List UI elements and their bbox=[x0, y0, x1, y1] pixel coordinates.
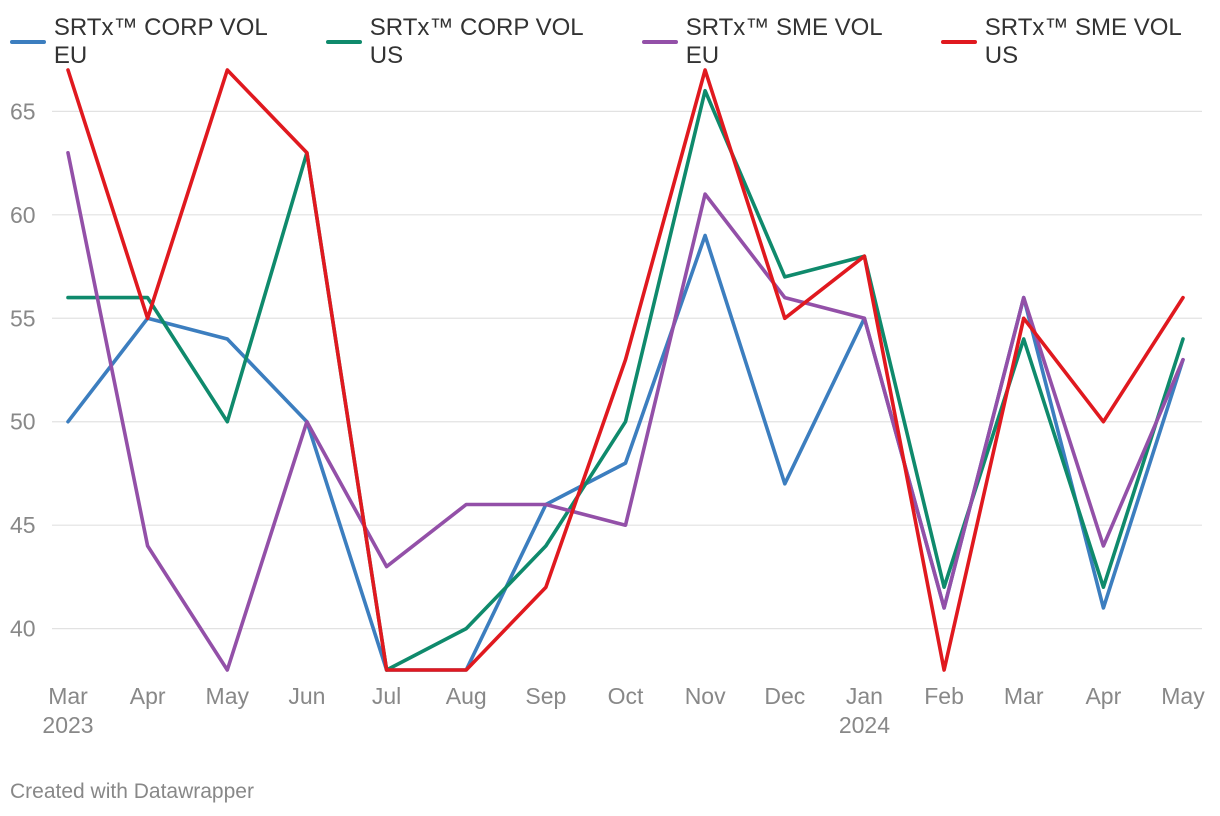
legend-label: SRTx™ CORP VOL US bbox=[369, 14, 583, 69]
legend: SRTx™ CORP VOL EU SRTx™ CORP VOL US SRTx… bbox=[10, 14, 1220, 70]
x-tick-label: Jan bbox=[846, 683, 883, 709]
legend-swatch bbox=[940, 40, 977, 44]
y-tick-label: 60 bbox=[10, 202, 36, 228]
x-tick-label: Nov bbox=[685, 683, 726, 709]
legend-item-corp-vol-eu: SRTx™ CORP VOL EU bbox=[10, 14, 306, 70]
legend-swatch bbox=[641, 40, 678, 44]
legend-label: SRTx™ SME VOL US bbox=[984, 14, 1181, 69]
series-line-1 bbox=[66, 88, 1185, 672]
legend-item-sme-vol-us: SRTx™ SME VOL US bbox=[940, 14, 1220, 70]
y-tick-label: 50 bbox=[10, 409, 36, 435]
footer-credit: Created with Datawrapper bbox=[10, 780, 254, 803]
x-tick-label: Jul bbox=[372, 683, 401, 709]
legend-label: SRTx™ SME VOL EU bbox=[685, 14, 882, 69]
series-line-2 bbox=[66, 151, 1185, 672]
x-tick-label: Mar bbox=[1004, 683, 1044, 709]
x-tick-label: Sep bbox=[525, 683, 566, 709]
legend-label: SRTx™ CORP VOL EU bbox=[53, 14, 267, 69]
y-tick-label: 65 bbox=[10, 98, 36, 124]
legend-swatch bbox=[325, 40, 362, 44]
x-year-label: 2023 bbox=[42, 712, 93, 738]
y-tick-label: 45 bbox=[10, 512, 36, 538]
y-gridlines bbox=[52, 110, 1202, 630]
legend-swatch bbox=[10, 40, 46, 44]
x-tick-label: May bbox=[1161, 683, 1205, 709]
x-tick-label: Mar bbox=[48, 683, 88, 709]
legend-item-sme-vol-eu: SRTx™ SME VOL EU bbox=[641, 14, 921, 70]
x-year-label: 2024 bbox=[839, 712, 890, 738]
series-line-3 bbox=[66, 68, 1185, 672]
x-tick-label: Dec bbox=[764, 683, 805, 709]
x-tick-label: Oct bbox=[608, 683, 644, 709]
y-tick-label: 40 bbox=[10, 616, 36, 642]
x-tick-label: May bbox=[206, 683, 250, 709]
y-tick-label: 55 bbox=[10, 305, 36, 331]
x-tick-label: Feb bbox=[924, 683, 964, 709]
x-tick-label: Apr bbox=[130, 683, 166, 709]
x-tick-label: Aug bbox=[446, 683, 487, 709]
x-tick-label: Jun bbox=[288, 683, 325, 709]
legend-item-corp-vol-us: SRTx™ CORP VOL US bbox=[325, 14, 622, 70]
x-tick-label: Apr bbox=[1085, 683, 1121, 709]
series-line-0 bbox=[66, 233, 1185, 672]
